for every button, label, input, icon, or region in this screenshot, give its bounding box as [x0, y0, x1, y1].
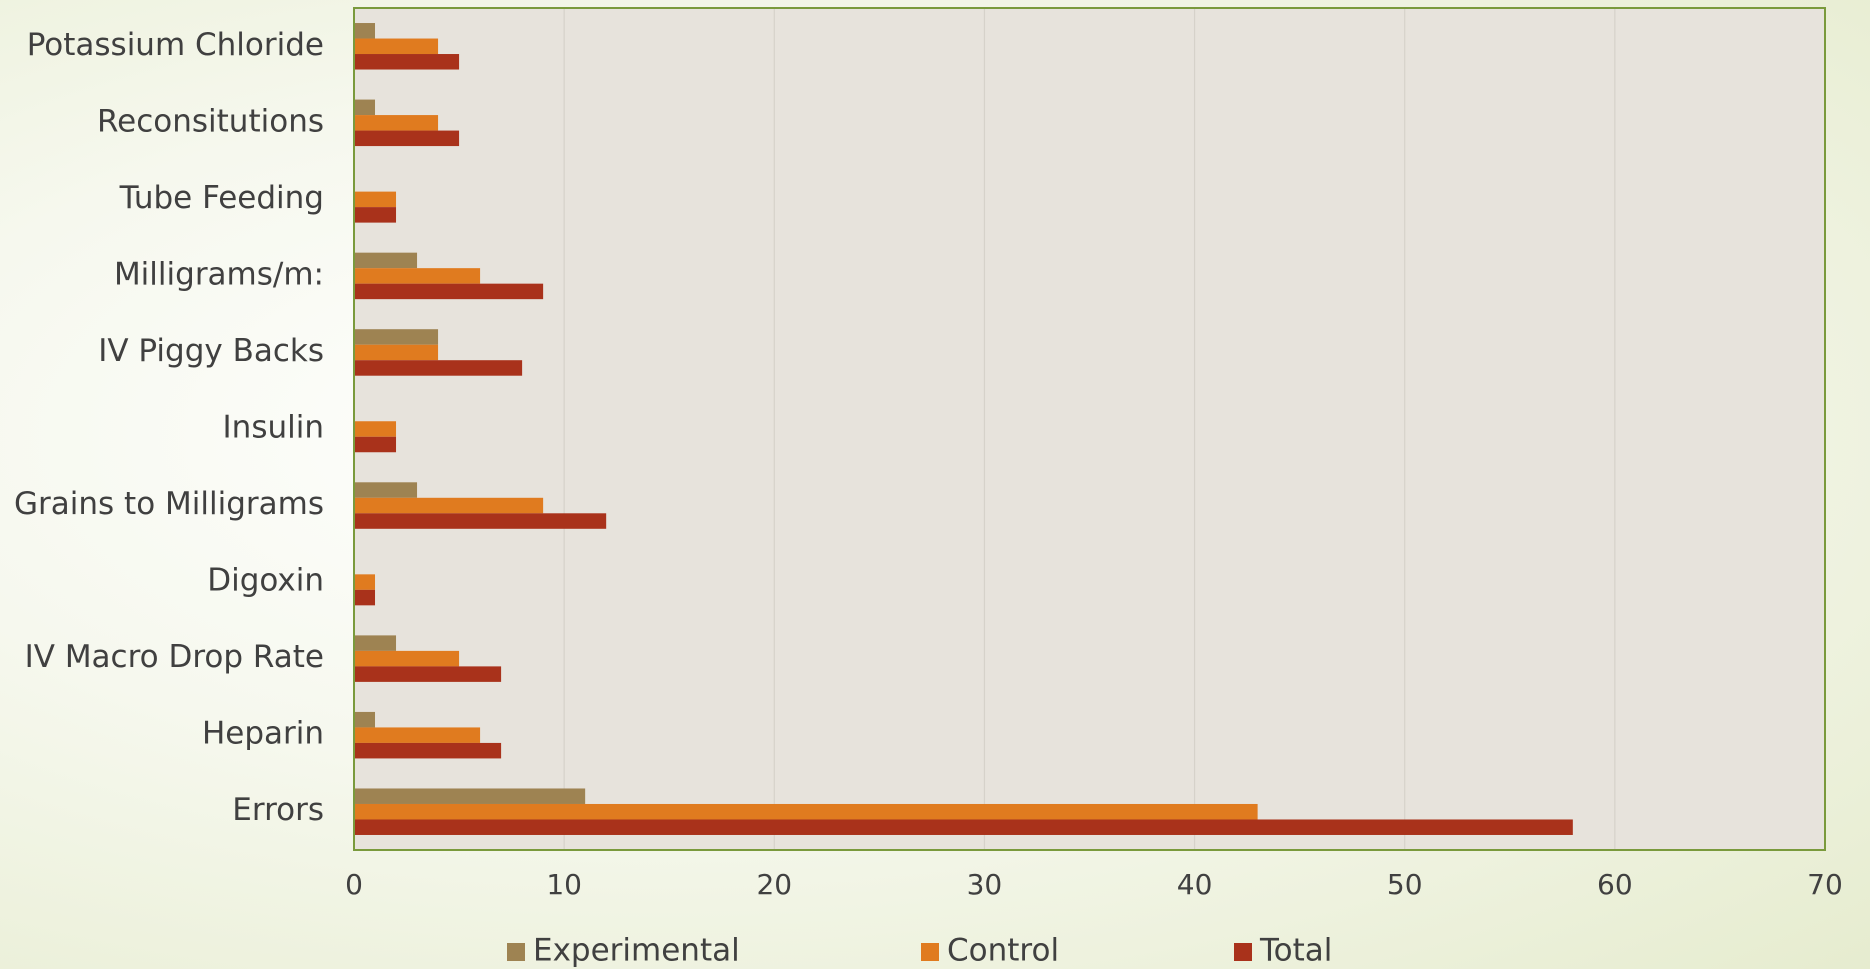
x-tick-label: 30: [967, 868, 1003, 901]
bar-control: [354, 344, 439, 361]
bar-control: [354, 191, 397, 208]
x-tick-label: 50: [1387, 868, 1423, 901]
bar-experimental: [354, 23, 376, 39]
gridlines: [563, 8, 1616, 850]
category-label: IV Piggy Backs: [98, 333, 324, 369]
bar-control: [354, 115, 439, 131]
category-labels: Potassium Chloride Reconsitutions Tube Fee…: [14, 27, 324, 828]
bars: [354, 23, 1573, 835]
category-label: IV Macro Drop Rate: [25, 639, 324, 675]
bar-control: [354, 727, 481, 743]
bar-total: [354, 513, 607, 529]
legend-label-experimental: Experimental: [533, 933, 740, 969]
x-tick-label: 20: [756, 868, 792, 901]
bar-experimental: [354, 252, 418, 269]
bar-experimental: [354, 788, 586, 804]
category-label: Errors: [232, 792, 324, 828]
bar-experimental: [354, 635, 397, 651]
x-tick-label: 70: [1807, 868, 1843, 901]
bar-experimental: [354, 482, 418, 498]
x-tick-label: 60: [1597, 868, 1633, 901]
x-tick-label: 10: [546, 868, 582, 901]
bar-control: [354, 421, 397, 437]
legend-swatch-control: [921, 943, 939, 961]
legend: Experimental Control Total: [507, 933, 1332, 969]
plot-area: [354, 8, 1825, 850]
category-label: Reconsitutions: [97, 103, 324, 139]
bar-total: [354, 207, 397, 223]
bar-control: [354, 497, 544, 514]
bar-total: [354, 54, 460, 70]
bar-experimental: [354, 329, 439, 345]
category-label: Grains to Milligrams: [14, 486, 324, 522]
x-tick-label: 0: [345, 868, 363, 901]
bar-control: [354, 803, 1258, 820]
bar-control: [354, 650, 460, 667]
category-label: Digoxin: [207, 563, 324, 599]
category-label: Tube Feeding: [119, 180, 324, 216]
category-label: Heparin: [202, 716, 324, 752]
category-label: Insulin: [223, 410, 324, 446]
category-label: Potassium Chloride: [27, 27, 324, 63]
bar-total: [354, 436, 397, 453]
legend-label-control: Control: [947, 933, 1059, 969]
bar-control: [354, 38, 439, 55]
bar-total: [354, 283, 544, 300]
legend-swatch-experimental: [507, 943, 525, 961]
bar-total: [354, 742, 502, 759]
category-label: Milligrams/m:: [114, 256, 324, 292]
bar-total: [354, 819, 1573, 835]
bar-total: [354, 130, 460, 147]
bar-total: [354, 589, 376, 606]
bar-experimental: [354, 711, 376, 728]
bar-total: [354, 666, 502, 682]
x-tick-label: 40: [1177, 868, 1213, 901]
bar-control: [354, 268, 481, 284]
bar-total: [354, 360, 523, 376]
x-axis-ticks: 0 10 20 30 40 50 60 70: [345, 868, 1843, 901]
legend-swatch-total: [1234, 943, 1252, 961]
bar-experimental: [354, 99, 376, 116]
plot-border: [353, 7, 1826, 851]
bar-control: [354, 574, 376, 590]
legend-label-total: Total: [1259, 933, 1332, 969]
